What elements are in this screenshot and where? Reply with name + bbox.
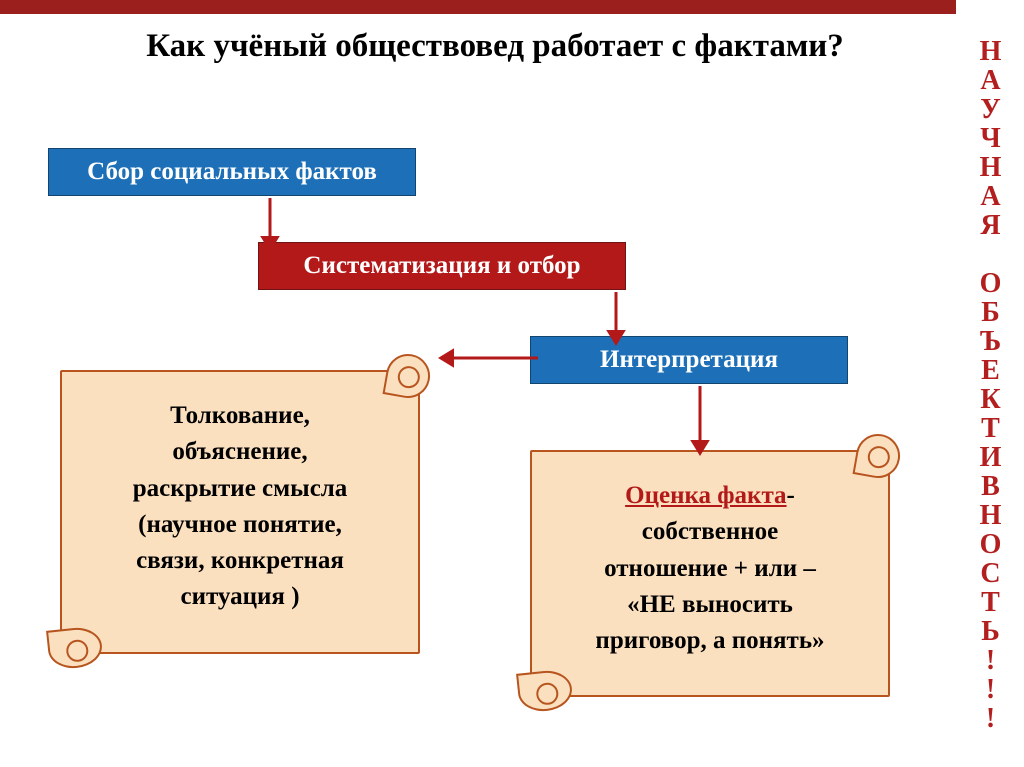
flow-arrow xyxy=(256,198,284,252)
scroll-title-line: Оценка факта- xyxy=(552,478,868,514)
scroll-line: ситуация ) xyxy=(82,579,398,615)
top-accent-bar xyxy=(0,0,960,14)
scroll-curl-icon xyxy=(853,431,904,482)
flow-arrow xyxy=(602,292,630,346)
scroll-line: (научное понятие, xyxy=(82,507,398,543)
scroll-line: отношение + или – xyxy=(552,551,868,587)
scroll-title: Оценка факта xyxy=(625,482,786,509)
scroll-line: приговор, а понять» xyxy=(552,623,868,659)
scroll-curl-icon xyxy=(516,669,574,714)
flow-node-systematize: Систематизация и отбор xyxy=(258,242,626,290)
scroll-body: Оценка факта- собственное отношение + ил… xyxy=(530,450,890,697)
flow-arrow xyxy=(438,344,538,372)
scroll-curl-icon xyxy=(46,625,104,670)
scroll-line: раскрытие смысла xyxy=(82,471,398,507)
flow-node-evaluate: Оценка факта- собственное отношение + ил… xyxy=(530,450,890,697)
scroll-line: собственное xyxy=(552,514,868,550)
flow-arrow xyxy=(686,386,714,456)
scroll-line: «НЕ выносить xyxy=(552,587,868,623)
flow-node-collect: Сбор социальных фактов xyxy=(48,148,416,196)
scroll-curl-icon xyxy=(383,351,434,402)
slide-title: Как учёный обществовед работает с фактам… xyxy=(60,28,930,65)
node-label: Систематизация и отбор xyxy=(303,252,580,280)
flow-node-interpret: Интерпретация xyxy=(530,336,848,384)
title-text: Как учёный обществовед работает с фактам… xyxy=(146,28,844,64)
scroll-body: Толкование, объяснение, раскрытие смысла… xyxy=(60,370,420,654)
scroll-line: Толкование, xyxy=(82,398,398,434)
scroll-line: объяснение, xyxy=(82,434,398,470)
side-label-text: НАУЧНАЯ ОБЪЕКТИВНОСТЬ!!! xyxy=(974,36,1006,732)
scroll-line: связи, конкретная xyxy=(82,543,398,579)
side-label: НАУЧНАЯ ОБЪЕКТИВНОСТЬ!!! xyxy=(956,0,1024,767)
flow-node-explain: Толкование, объяснение, раскрытие смысла… xyxy=(60,370,420,654)
node-label: Сбор социальных фактов xyxy=(87,158,377,186)
node-label: Интерпретация xyxy=(600,346,778,374)
scroll-title-sep: - xyxy=(787,482,795,509)
